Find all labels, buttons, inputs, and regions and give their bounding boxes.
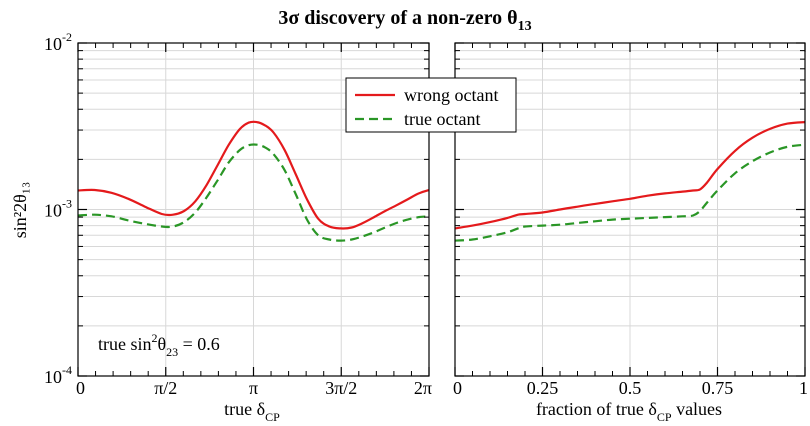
- left-grid: [77, 42, 430, 377]
- x-tick-label: 2π: [414, 378, 432, 398]
- right-x-axis-label: fraction of true δCP values: [536, 399, 722, 424]
- x-tick-label: 0.5: [619, 378, 642, 398]
- wrong-octant-curve-right: [454, 121, 806, 230]
- figure-title: 3σ discovery of a non-zero θ13: [278, 7, 531, 34]
- left-curves: [77, 120, 430, 242]
- x-tick-label: 0: [76, 378, 85, 398]
- y-tick-label: 10-4: [44, 363, 72, 387]
- left-ticks: 10-2 10-3 10-40 π/2 π 3π/2 2π: [44, 30, 432, 398]
- true-octant-curve-right: [454, 143, 806, 242]
- x-tick-label: 0.25: [527, 378, 559, 398]
- x-tick-label: 0: [453, 378, 462, 398]
- annotation-true-theta23: true sin2θ23 = 0.6: [98, 331, 220, 359]
- right-ticks: 0 0.25 0.5 0.75 1: [453, 42, 808, 398]
- x-tick-label: 0.75: [702, 378, 734, 398]
- x-tick-label: π: [249, 378, 258, 398]
- left-x-axis-label: true δCP: [224, 399, 280, 424]
- y-tick-label: 10-3: [44, 197, 72, 221]
- legend-box: [345, 77, 517, 133]
- y-tick-label: 10-2: [44, 30, 72, 54]
- x-tick-label: π/2: [154, 378, 177, 398]
- wrong-octant-curve-left: [77, 120, 430, 230]
- true-octant-curve-left: [77, 143, 430, 242]
- left-panel: 10-2 10-3 10-40 π/2 π 3π/2 2π true sin2θ23 = 0…: [10, 30, 432, 424]
- x-tick-label: 3π/2: [325, 378, 357, 398]
- x-tick-label: 1: [799, 378, 808, 398]
- right-curves: [454, 121, 806, 242]
- legend-label-true-octant: true octant: [404, 109, 480, 129]
- y-axis-label: sin²2θ₁₃: [10, 182, 30, 239]
- legend-label-wrong-octant: wrong octant: [404, 85, 498, 105]
- legend: wrong octant true octant: [345, 77, 517, 133]
